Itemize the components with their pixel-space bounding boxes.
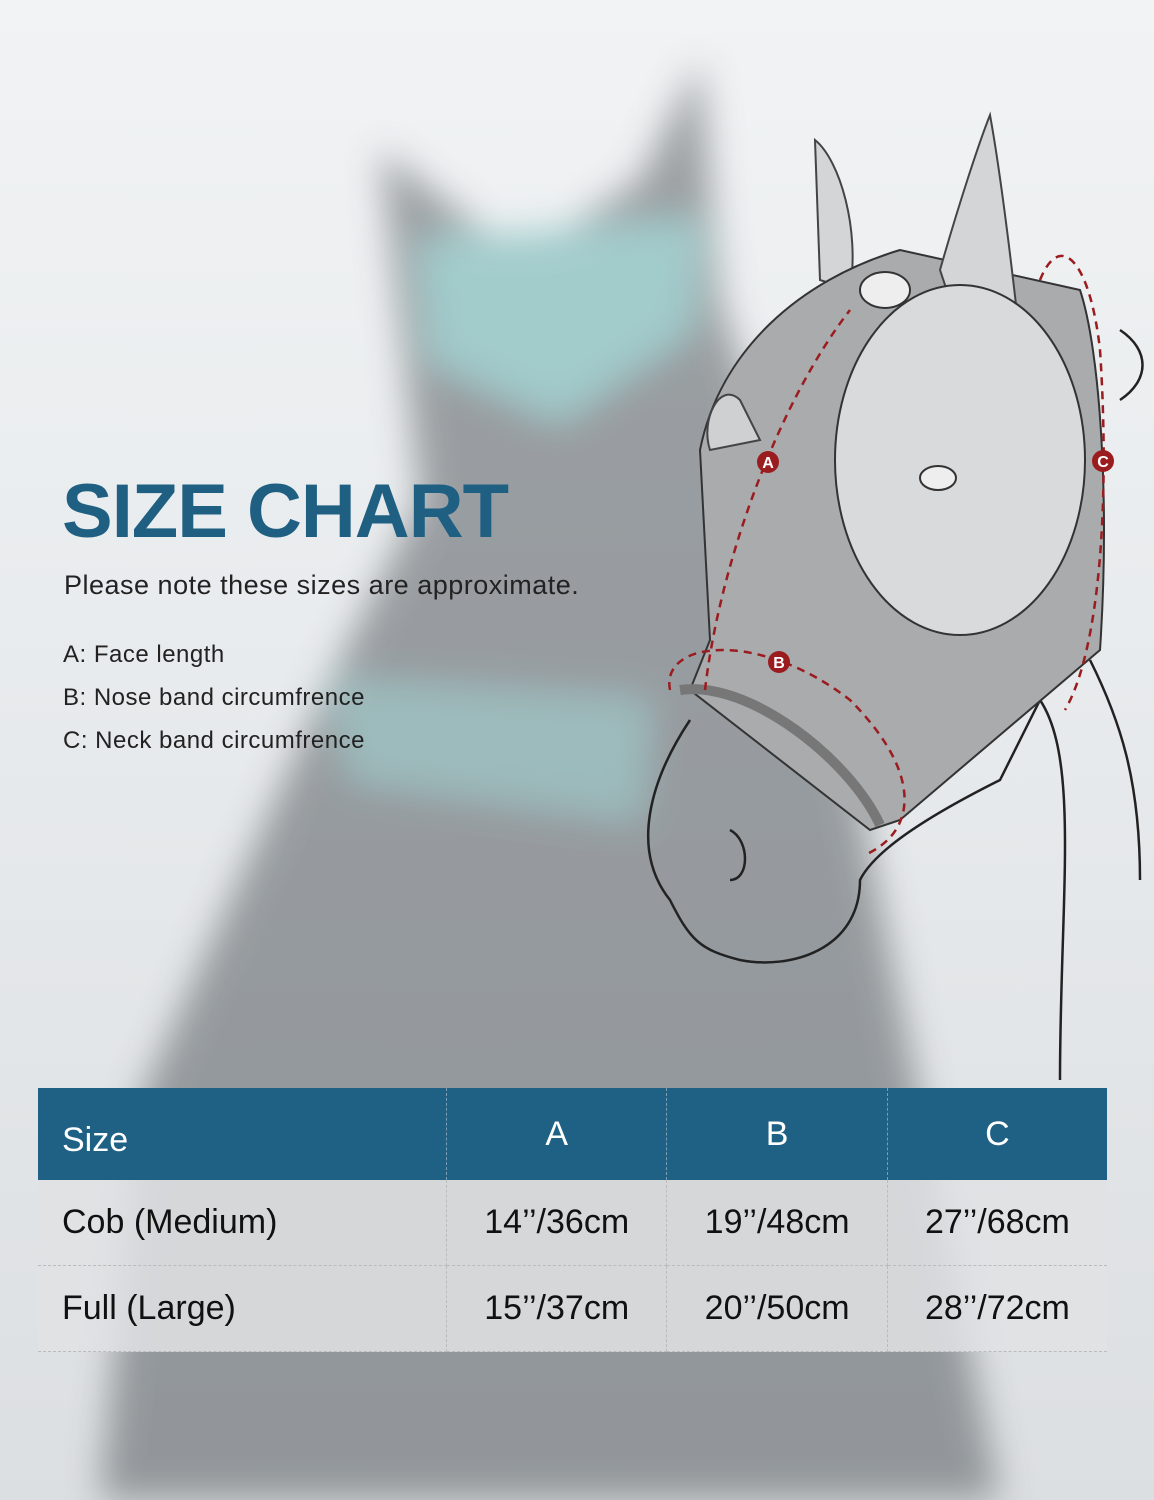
header-b: B <box>666 1088 888 1180</box>
size-name: Cob (Medium) <box>38 1180 447 1266</box>
marker-a: A <box>762 455 774 472</box>
marker-b: B <box>773 655 785 672</box>
marker-c: C <box>1097 454 1109 471</box>
value-b: 20’’/50cm <box>666 1265 888 1352</box>
left-ear-icon <box>813 137 854 292</box>
value-c: 28’’/72cm <box>887 1265 1107 1352</box>
size-name: Full (Large) <box>38 1265 447 1352</box>
page-title: SIZE CHART <box>62 469 509 554</box>
forelock-opening <box>859 271 911 309</box>
approximate-note: Please note these sizes are approximate. <box>64 570 580 600</box>
eye-opening <box>834 284 1086 636</box>
size-table: Size A B C Cob (Medium) 14’’/36cm 19’’/4… <box>38 1088 1107 1352</box>
table-row: Cob (Medium) 14’’/36cm 19’’/48cm 27’’/68… <box>38 1180 1107 1266</box>
table-header-row: Size A B C <box>38 1088 1107 1180</box>
legend-item-c: C: Neck band circumfrence <box>63 727 365 754</box>
legend-item-a: A: Face length <box>63 641 225 668</box>
value-b: 19’’/48cm <box>666 1180 888 1266</box>
header-a: A <box>446 1088 668 1180</box>
horse-mask-diagram: A B C <box>646 111 1144 1081</box>
horse-eye-icon <box>919 465 957 491</box>
arrow-c <box>1038 254 1105 711</box>
value-a: 14’’/36cm <box>446 1180 668 1266</box>
value-c: 27’’/68cm <box>887 1180 1107 1266</box>
table-row: Full (Large) 15’’/37cm 20’’/50cm 28’’/72… <box>38 1265 1107 1352</box>
header-size: Size <box>38 1088 447 1180</box>
value-a: 15’’/37cm <box>446 1265 668 1352</box>
legend-item-b: B: Nose band circumfrence <box>63 684 365 711</box>
header-c: C <box>887 1088 1107 1180</box>
arrow-a <box>703 309 851 691</box>
arrow-b <box>668 648 906 857</box>
measurement-legend: A: Face length B: Nose band circumfrence… <box>63 641 365 770</box>
diagram-markers: A B C <box>757 450 1114 673</box>
right-ear-icon <box>938 111 1022 342</box>
horse-head-outline <box>646 697 1067 1081</box>
